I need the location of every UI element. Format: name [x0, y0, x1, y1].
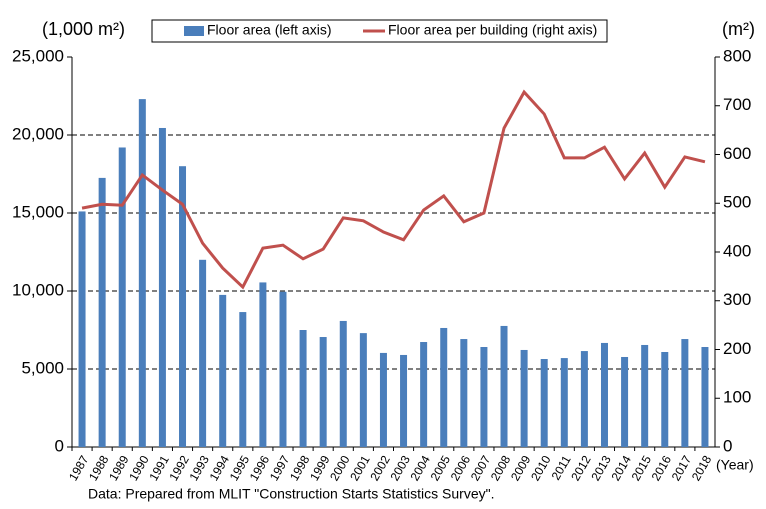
- bar: [359, 333, 367, 447]
- x-tick-label: 2006: [448, 453, 474, 483]
- y2-tick-label: 300: [723, 290, 751, 309]
- y2-tick-label: 600: [723, 144, 751, 163]
- x-tick-label: 1990: [126, 453, 152, 483]
- x-tick-label: 1994: [207, 453, 233, 483]
- x-unit-label: (Year): [716, 457, 754, 473]
- bar: [319, 337, 327, 447]
- bar: [681, 339, 689, 447]
- x-tick-label: 1989: [106, 453, 132, 483]
- bar: [179, 166, 187, 447]
- x-tick-label: 1996: [247, 453, 273, 483]
- y2-unit-label: (m²): [722, 19, 755, 39]
- y-tick-label: 10,000: [12, 280, 64, 299]
- x-tick-label: 2015: [629, 453, 655, 483]
- x-tick-label: 2009: [508, 453, 534, 483]
- y-unit-label: (1,000 m²): [42, 19, 125, 39]
- bar: [460, 339, 468, 447]
- bar: [480, 347, 488, 447]
- bar: [400, 354, 408, 447]
- bar: [98, 177, 106, 447]
- x-tick-label: 2012: [568, 453, 594, 483]
- bar: [520, 349, 528, 447]
- x-tick-label: 1995: [227, 453, 253, 483]
- x-tick-label: 2002: [367, 453, 393, 483]
- bar: [540, 359, 548, 447]
- bar: [239, 312, 247, 447]
- x-tick-label: 2010: [528, 453, 554, 483]
- bar: [641, 344, 649, 447]
- y2-tick-label: 800: [723, 46, 751, 65]
- x-tick-label: 1991: [146, 453, 172, 483]
- y2-tick-label: 500: [723, 193, 751, 212]
- x-tick-label: 1988: [86, 453, 112, 483]
- x-tick-label: 1998: [287, 453, 313, 483]
- x-tick-label: 2004: [408, 453, 434, 483]
- x-tick-label: 2003: [387, 453, 413, 483]
- x-tick-label: 2018: [689, 453, 715, 483]
- y-tick-label: 25,000: [12, 46, 64, 65]
- y-tick-label: 15,000: [12, 202, 64, 221]
- x-tick-label: 2008: [488, 453, 514, 483]
- x-tick-label: 2005: [428, 453, 454, 483]
- x-tick-label: 1992: [166, 453, 192, 483]
- x-tick-label: 1993: [186, 453, 212, 483]
- x-tick-label: 2000: [327, 453, 353, 483]
- legend-swatch: [184, 26, 204, 36]
- x-tick-label: 1997: [267, 453, 293, 483]
- y-tick-label: 0: [55, 436, 64, 455]
- bar: [420, 342, 428, 447]
- bar: [580, 351, 588, 447]
- bar: [339, 320, 347, 447]
- bar: [118, 147, 126, 448]
- legend-label: Floor area (left axis): [207, 22, 331, 38]
- y2-tick-label: 0: [723, 436, 732, 455]
- bar: [379, 352, 387, 447]
- source-note: Data: Prepared from MLIT "Construction S…: [88, 486, 495, 502]
- bar: [199, 259, 207, 447]
- bar: [440, 327, 448, 447]
- bar: [299, 330, 307, 447]
- y2-tick-label: 100: [723, 388, 751, 407]
- bar: [219, 294, 227, 447]
- bar: [158, 127, 166, 447]
- x-tick-label: 1999: [307, 453, 333, 483]
- y-tick-label: 20,000: [12, 124, 64, 143]
- y2-tick-label: 200: [723, 339, 751, 358]
- bar: [279, 291, 287, 447]
- bar: [560, 358, 568, 447]
- bar: [78, 211, 86, 447]
- x-tick-label: 2013: [588, 453, 614, 483]
- bar: [621, 356, 629, 447]
- bar: [701, 347, 709, 447]
- bar: [600, 342, 608, 447]
- y2-tick-label: 400: [723, 241, 751, 260]
- bar: [138, 99, 146, 448]
- x-tick-label: 1987: [66, 453, 92, 483]
- y2-tick-label: 700: [723, 95, 751, 114]
- bar: [661, 351, 669, 447]
- x-tick-label: 2016: [649, 453, 675, 483]
- x-tick-label: 2007: [468, 453, 494, 483]
- x-tick-label: 2001: [347, 453, 373, 483]
- x-tick-label: 2014: [608, 453, 634, 483]
- bar: [500, 325, 508, 447]
- x-tick-label: 2017: [669, 453, 695, 483]
- legend-label: Floor area per building (right axis): [388, 22, 597, 38]
- y-tick-label: 5,000: [21, 358, 64, 377]
- line: [81, 89, 706, 290]
- bar: [259, 282, 267, 447]
